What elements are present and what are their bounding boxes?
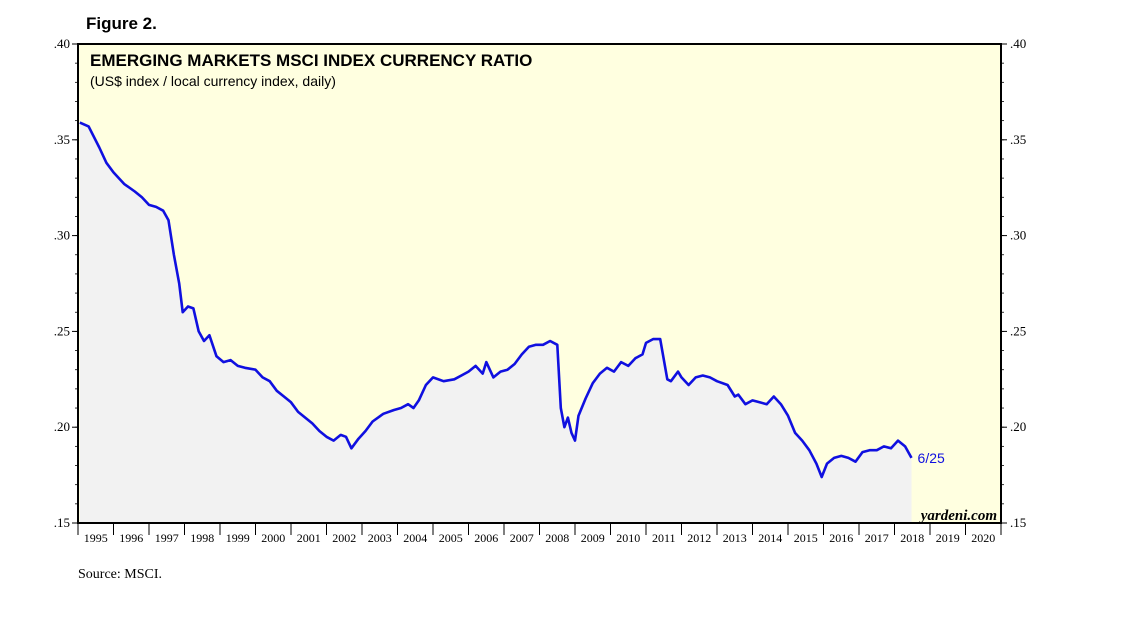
x-tick-label: 2003 xyxy=(368,531,392,545)
x-tick-label: 2002 xyxy=(332,531,356,545)
y-tick-label-right: .30 xyxy=(1010,228,1026,243)
x-tick-label: 2013 xyxy=(723,531,747,545)
y-axis-right: .40 .35 .30 .25 .20 .15 xyxy=(1001,36,1026,530)
y-tick-label-right: .25 xyxy=(1010,323,1026,338)
y-tick-label-left: .15 xyxy=(54,515,70,530)
y-tick-label-left: .30 xyxy=(54,228,70,243)
chart-title: EMERGING MARKETS MSCI INDEX CURRENCY RAT… xyxy=(90,51,532,70)
x-tick-label: 1997 xyxy=(155,531,179,545)
x-axis: 1995 1996 1997 1998 1999 2000 2001 2002 2003 2004… xyxy=(77,523,1002,545)
x-tick-label: 2017 xyxy=(865,531,889,545)
x-tick-label: 2014 xyxy=(758,531,782,545)
y-tick-label-right: .15 xyxy=(1010,515,1026,530)
x-tick-label: 2020 xyxy=(971,531,995,545)
x-tick-label: 1996 xyxy=(119,531,143,545)
x-tick-label: 2011 xyxy=(652,531,676,545)
x-tick-label: 2016 xyxy=(829,531,853,545)
figure-label: Figure 2. xyxy=(86,14,157,33)
x-tick-label: 1998 xyxy=(190,531,214,545)
x-tick-label: 2015 xyxy=(794,531,818,545)
source-note: Source: MSCI. xyxy=(78,567,162,582)
y-tick-label-left: .40 xyxy=(54,36,70,51)
x-tick-label: 2012 xyxy=(687,531,711,545)
y-tick-label-left: .20 xyxy=(54,419,70,434)
x-tick-label: 2008 xyxy=(545,531,569,545)
x-tick-label: 2006 xyxy=(474,531,498,545)
end-date-label: 6/25 xyxy=(918,450,945,466)
x-tick-label: 2005 xyxy=(439,531,463,545)
y-axis-left: .40 .35 .30 .25 .20 .15 xyxy=(54,36,78,530)
x-tick-label: 2010 xyxy=(616,531,640,545)
x-tick-label: 2007 xyxy=(510,531,534,545)
x-tick-label: 1995 xyxy=(84,531,108,545)
x-tick-label: 2004 xyxy=(403,531,427,545)
x-tick-label: 2001 xyxy=(297,531,321,545)
x-tick-label: 2019 xyxy=(936,531,960,545)
y-tick-label-left: .25 xyxy=(54,323,70,338)
x-tick-label: 1999 xyxy=(226,531,250,545)
y-tick-label-left: .35 xyxy=(54,132,70,147)
chart-subtitle: (US$ index / local currency index, daily… xyxy=(90,73,336,89)
area-fill xyxy=(79,122,912,523)
x-tick-label: 2000 xyxy=(261,531,285,545)
y-tick-label-right: .20 xyxy=(1010,419,1026,434)
y-tick-label-right: .35 xyxy=(1010,132,1026,147)
plot-frame xyxy=(77,43,1002,524)
x-tick-label: 2009 xyxy=(581,531,605,545)
yardeni-watermark: yardeni.com xyxy=(919,508,997,524)
x-tick-label: 2018 xyxy=(900,531,924,545)
y-tick-label-right: .40 xyxy=(1010,36,1026,51)
series-line xyxy=(79,121,913,479)
